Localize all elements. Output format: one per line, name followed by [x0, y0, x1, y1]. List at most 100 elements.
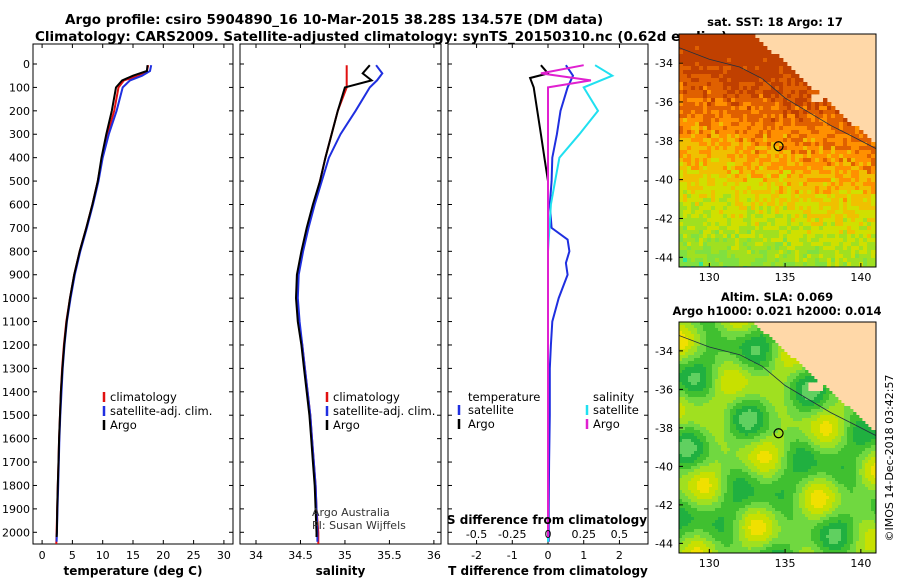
map-cell [787, 114, 792, 119]
map-cell [733, 346, 737, 350]
map-cell [871, 202, 876, 207]
map-cell [703, 78, 708, 83]
map-cell [703, 454, 707, 458]
map-cell [742, 430, 746, 434]
map-cell [735, 170, 740, 175]
map-cell [683, 134, 688, 139]
map-cell [700, 463, 704, 467]
map-cell [763, 178, 768, 183]
map-cell [739, 258, 744, 263]
map-cell [709, 457, 713, 461]
map-cell [760, 502, 764, 506]
map-cell [783, 210, 788, 215]
map-cell [699, 250, 704, 255]
map-cell [739, 334, 743, 338]
map-cell [839, 222, 844, 227]
map-cell [742, 328, 746, 332]
map-cell [715, 218, 720, 223]
map-cell [682, 469, 686, 473]
map-cell [871, 170, 876, 175]
map-cell [707, 142, 712, 147]
map-cell [683, 218, 688, 223]
map-cell [727, 358, 731, 362]
map-cell [745, 370, 749, 374]
map-cell [739, 154, 744, 159]
map-cell [727, 526, 731, 530]
map-cell [751, 418, 755, 422]
map-cell [699, 78, 704, 83]
map-cell [691, 439, 695, 443]
map-cell [751, 391, 755, 395]
map-cell [747, 226, 752, 231]
map-cell [743, 250, 748, 255]
map-cell [847, 218, 852, 223]
map-cell [763, 529, 767, 533]
map-cell [859, 158, 864, 163]
map-cell [759, 102, 764, 107]
map-cell [871, 246, 876, 251]
map-cell [783, 234, 788, 239]
map-cell [815, 214, 820, 219]
map-cell [843, 226, 848, 231]
map-cell [700, 481, 704, 485]
map-cell [767, 86, 772, 91]
x2-tick-label: -0.5 [466, 528, 487, 541]
map-cell [739, 403, 743, 407]
map-cell [754, 328, 758, 332]
map-cell [745, 475, 749, 479]
map-cell [687, 34, 692, 39]
map-cell [682, 499, 686, 503]
map-cell [760, 370, 764, 374]
map-cell [763, 230, 768, 235]
map-cell [771, 150, 776, 155]
map-cell [703, 400, 707, 404]
map-cell [715, 62, 720, 67]
map-cell [715, 538, 719, 542]
map-cell [751, 397, 755, 401]
map-cell [751, 448, 755, 452]
map-cell [779, 214, 784, 219]
map-cell [835, 198, 840, 203]
map-cell [715, 451, 719, 455]
map-cell [807, 210, 812, 215]
map-cell [695, 170, 700, 175]
map-cell [731, 82, 736, 87]
map-cell [787, 150, 792, 155]
map-cell [707, 122, 712, 127]
map-cell [718, 463, 722, 467]
map-cell [688, 487, 692, 491]
map-cell [831, 118, 836, 123]
map-cell [736, 421, 740, 425]
map-cell [700, 514, 704, 518]
map-cell [855, 246, 860, 251]
map-cell [751, 166, 756, 171]
map-cell [819, 194, 824, 199]
map-cell [859, 182, 864, 187]
map-cell [739, 242, 744, 247]
map-cell [706, 334, 710, 338]
map-cell [763, 472, 767, 476]
map-cell [755, 190, 760, 195]
map-cell [767, 178, 772, 183]
map-cell [703, 532, 707, 536]
map-cell [733, 454, 737, 458]
map-cell [859, 254, 864, 259]
map-cell [685, 538, 689, 542]
map-cell [712, 448, 716, 452]
map-cell [721, 469, 725, 473]
map-cell [763, 346, 767, 350]
map-cell [695, 146, 700, 151]
map-cell [751, 361, 755, 365]
map-cell [718, 448, 722, 452]
map-cell [682, 442, 686, 446]
map-cell [712, 541, 716, 545]
map-cell [751, 346, 755, 350]
map-cell [687, 90, 692, 95]
map-cell [819, 218, 824, 223]
map-cell [706, 493, 710, 497]
map-cell [724, 406, 728, 410]
map-cell [748, 370, 752, 374]
map-cell [679, 493, 683, 497]
map-cell [715, 254, 720, 259]
map-cell [831, 130, 836, 135]
